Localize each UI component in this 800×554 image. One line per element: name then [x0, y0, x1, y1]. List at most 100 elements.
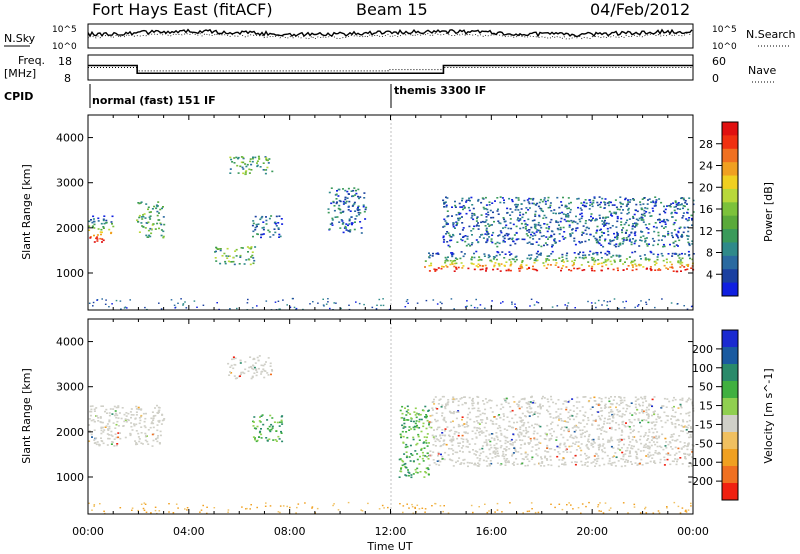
data-cell	[516, 403, 519, 405]
data-cell	[594, 420, 597, 422]
data-cell	[239, 256, 242, 258]
data-cell	[481, 220, 484, 223]
data-cell	[88, 220, 91, 223]
data-cell	[621, 423, 624, 426]
data-cell	[680, 406, 683, 409]
data-cell	[640, 219, 643, 221]
data-cell	[497, 220, 500, 222]
data-cell	[274, 223, 277, 225]
data-cell	[459, 217, 461, 219]
data-cell	[242, 161, 245, 164]
data-cell	[506, 436, 509, 439]
data-cell	[550, 395, 552, 398]
data-cell	[402, 435, 405, 438]
data-cell	[153, 205, 156, 208]
data-cell	[472, 207, 475, 210]
data-cell	[206, 506, 208, 508]
data-cell	[530, 440, 532, 442]
data-cell	[688, 462, 691, 464]
data-cell	[622, 269, 625, 271]
data-cell	[479, 268, 482, 271]
data-cell	[101, 298, 103, 300]
data-cell	[576, 407, 579, 409]
data-cell	[156, 437, 159, 439]
data-cell	[537, 302, 540, 304]
data-cell	[168, 503, 170, 505]
data-cell	[660, 239, 663, 241]
data-cell	[551, 435, 553, 437]
data-cell	[667, 268, 669, 270]
data-cell	[110, 221, 113, 223]
data-cell	[544, 456, 546, 459]
data-cell	[528, 510, 531, 512]
data-cell	[627, 209, 630, 211]
data-cell	[560, 418, 563, 420]
data-cell	[649, 404, 652, 406]
data-cell	[514, 242, 517, 245]
data-cell	[635, 265, 638, 267]
data-cell	[101, 238, 104, 240]
data-cell	[584, 222, 587, 225]
data-cell	[691, 219, 694, 221]
data-cell	[675, 419, 678, 422]
data-cell	[650, 215, 653, 217]
data-cell	[644, 434, 647, 436]
data-cell	[495, 435, 498, 437]
data-cell	[88, 424, 91, 426]
data-cell	[601, 304, 603, 306]
data-cell	[522, 424, 525, 427]
velocity-cbar-label: Velocity [m s^-1]	[762, 368, 775, 463]
data-cell	[123, 307, 126, 309]
data-cell	[612, 254, 615, 257]
data-cell	[226, 257, 229, 259]
data-cell	[274, 301, 277, 303]
power-ylabel: Slant Range [km]	[20, 164, 33, 260]
data-cell	[538, 215, 541, 218]
data-cell	[658, 198, 661, 200]
data-cell	[138, 408, 141, 411]
data-cell	[681, 197, 684, 199]
data-cell	[571, 398, 574, 400]
data-cell	[466, 300, 468, 302]
data-cell	[629, 441, 632, 443]
data-cell	[96, 415, 99, 417]
data-cell	[620, 447, 623, 449]
data-cell	[184, 508, 186, 510]
data-cell	[639, 450, 642, 452]
data-cell	[531, 219, 534, 222]
data-cell	[438, 399, 441, 401]
data-cell	[653, 413, 656, 416]
data-cell	[261, 215, 264, 218]
data-cell	[570, 219, 573, 222]
data-cell	[448, 410, 451, 413]
data-cell	[250, 169, 253, 171]
data-cell	[667, 253, 670, 255]
data-cell	[147, 206, 150, 209]
data-cell	[355, 301, 357, 303]
data-cell	[679, 263, 682, 265]
data-cell	[233, 375, 236, 377]
data-cell	[588, 400, 591, 402]
data-cell	[490, 433, 493, 435]
data-cell	[500, 302, 502, 304]
data-cell	[548, 439, 551, 442]
data-cell	[634, 226, 636, 228]
data-cell	[546, 447, 549, 449]
data-cell	[528, 415, 531, 417]
data-cell	[559, 226, 562, 229]
data-cell	[467, 407, 470, 410]
data-cell	[339, 227, 342, 229]
data-cell	[443, 218, 446, 221]
data-cell	[349, 210, 352, 212]
data-cell	[435, 268, 438, 271]
data-cell	[601, 450, 604, 453]
data-cell	[566, 207, 569, 210]
data-cell	[624, 453, 627, 455]
data-cell	[616, 236, 619, 239]
data-cell	[613, 259, 616, 262]
data-cell	[686, 219, 689, 222]
data-cell	[461, 199, 463, 202]
data-cell	[130, 425, 133, 428]
data-cell	[485, 230, 488, 233]
data-cell	[663, 227, 665, 229]
